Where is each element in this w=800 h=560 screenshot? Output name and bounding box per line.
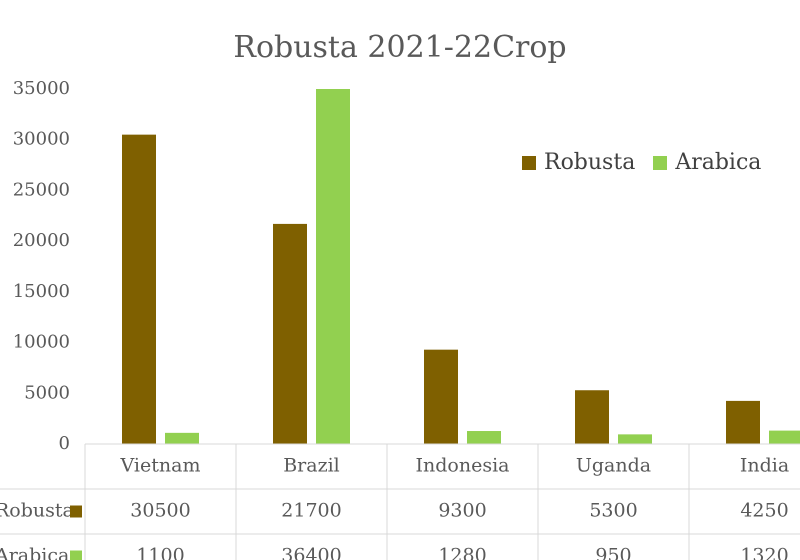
- table-value: 9300: [438, 500, 486, 522]
- y-tick-label: 0: [59, 433, 70, 454]
- table-series-label: Arabica: [0, 545, 69, 560]
- legend-label-robusta: Robusta: [544, 150, 636, 175]
- bar-arabica-uganda: [618, 434, 652, 444]
- bar-robusta-india: [726, 400, 760, 444]
- table-value: 1280: [438, 545, 486, 560]
- bar-robusta-uganda: [575, 390, 609, 444]
- table-series-label: Robusta: [0, 500, 74, 522]
- legend-swatch-arabica: [653, 155, 668, 170]
- table-value: 4250: [740, 500, 788, 522]
- bar-arabica-brazil: [316, 89, 350, 444]
- table-value: 21700: [281, 500, 341, 522]
- category-label: India: [740, 455, 789, 477]
- y-tick-label: 10000: [13, 332, 70, 353]
- category-label: Uganda: [576, 455, 651, 477]
- bar-robusta-brazil: [273, 223, 307, 444]
- bar-arabica-indonesia: [467, 431, 501, 444]
- bar-robusta-indonesia: [424, 349, 458, 444]
- table-value: 30500: [130, 500, 190, 522]
- bar-arabica-vietnam: [165, 432, 199, 444]
- y-tick-label: 30000: [13, 129, 70, 150]
- table-value: 1320: [740, 545, 788, 560]
- category-label: Brazil: [283, 455, 340, 477]
- legend-item-arabica: Arabica: [653, 150, 761, 175]
- legend-label-arabica: Arabica: [675, 150, 762, 175]
- legend-item-robusta: Robusta: [522, 150, 635, 175]
- y-tick-label: 5000: [24, 382, 70, 403]
- bar-robusta-vietnam: [122, 134, 156, 444]
- table-value: 950: [595, 545, 631, 560]
- table-value: 5300: [589, 500, 637, 522]
- legend-swatch-robusta: [522, 155, 536, 170]
- table-legend-key: [70, 550, 82, 560]
- category-label: Indonesia: [416, 455, 510, 477]
- y-tick-label: 35000: [13, 78, 70, 99]
- y-tick-label: 15000: [13, 281, 70, 302]
- y-tick-label: 20000: [13, 230, 70, 251]
- legend: Robusta Arabica: [522, 150, 779, 175]
- bar-arabica-india: [769, 430, 800, 444]
- category-label: Vietnam: [120, 455, 201, 477]
- table-value: 36400: [281, 545, 341, 560]
- chart-title: Robusta 2021-22Crop: [233, 30, 567, 65]
- y-tick-label: 25000: [13, 179, 70, 200]
- table-value: 1100: [136, 545, 184, 560]
- table-legend-key: [70, 505, 82, 518]
